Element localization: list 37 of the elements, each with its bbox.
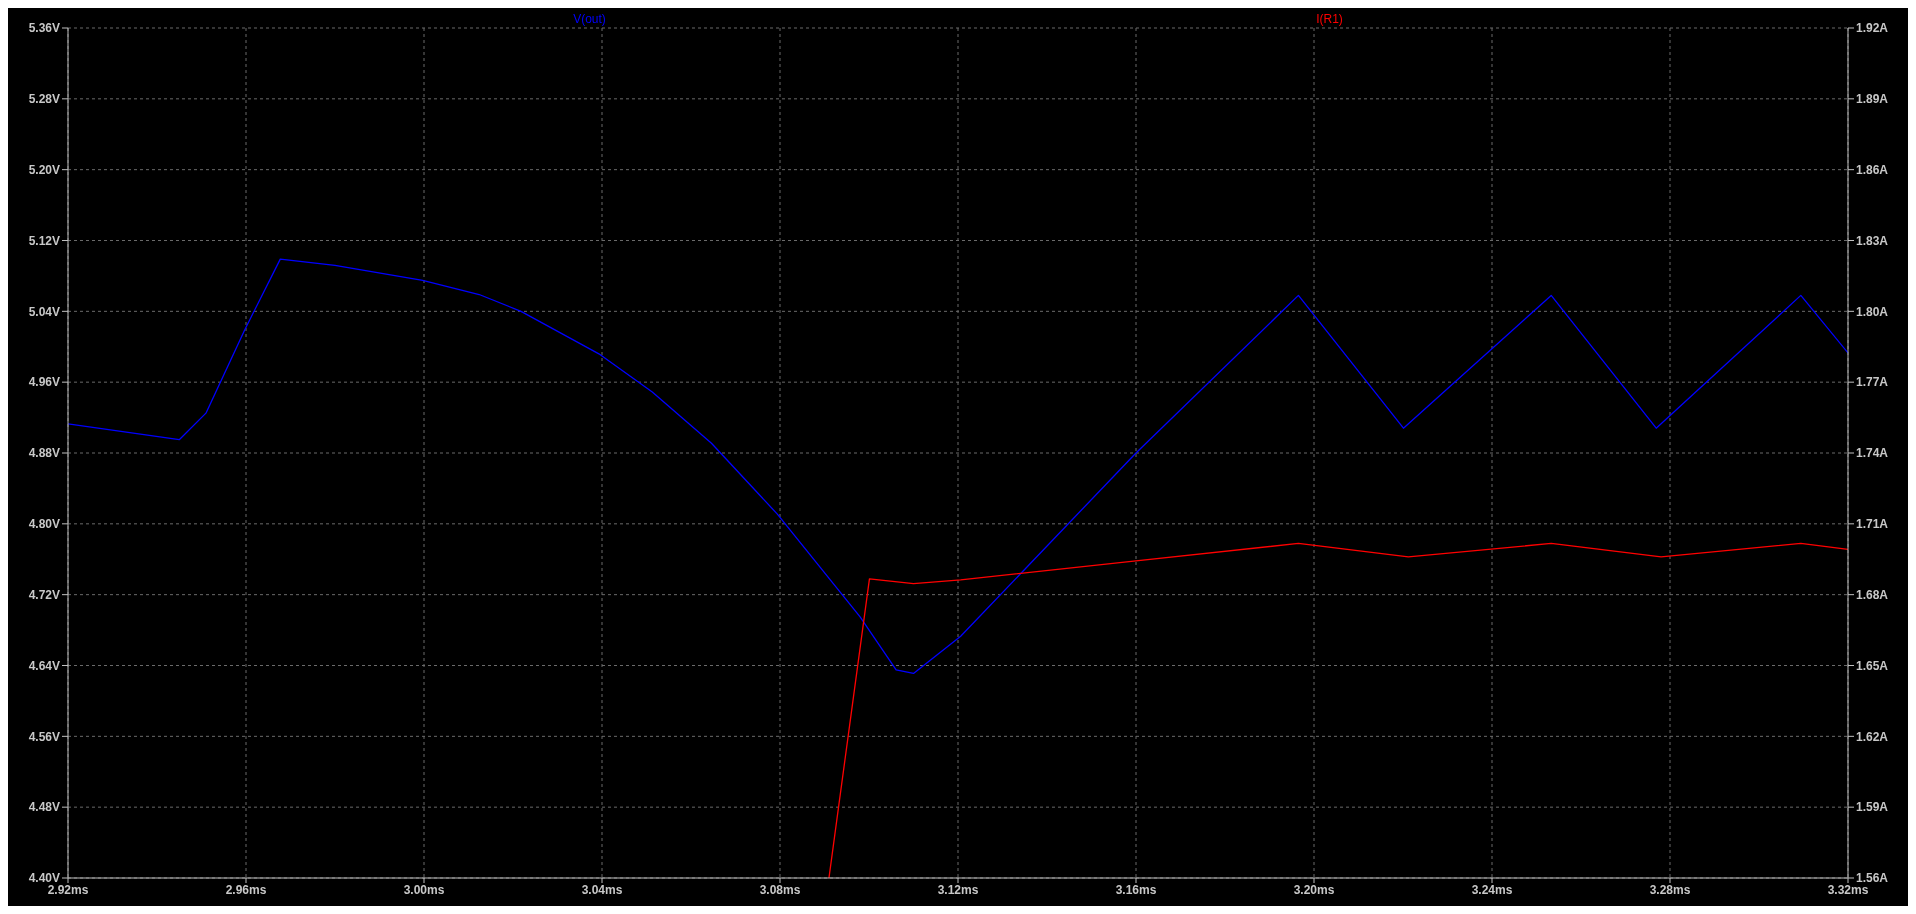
y2-tick-label: 1.89A [1856, 92, 1889, 107]
x-tick-label: 3.16ms [1115, 882, 1157, 897]
y2-tick-label: 1.86A [1856, 162, 1889, 177]
y2-tick-label: 1.59A [1856, 800, 1889, 815]
line-series [68, 258, 1848, 675]
y2-tick-label: 1.71A [1856, 517, 1889, 532]
y2-tick-label: 1.80A [1856, 304, 1889, 319]
y-tick-label: 5.28V [28, 92, 60, 107]
y-tick-label: 4.72V [28, 587, 60, 602]
x-tick-label: 2.96ms [225, 882, 267, 897]
x-tick-label: 3.00ms [403, 882, 445, 897]
text: I(R1) [1316, 12, 1343, 28]
y-tick-label: 4.48V [28, 800, 60, 815]
x-tick-label: 3.04ms [581, 882, 623, 897]
y-tick-label: 4.80V [28, 517, 60, 532]
x-tick-label: 3.24ms [1471, 882, 1513, 897]
y2-tick-label: 1.68A [1856, 587, 1889, 602]
y-tick-label: 4.88V [28, 446, 60, 461]
x-tick-label: 3.08ms [759, 882, 801, 897]
y2-tick-label: 1.92A [1856, 21, 1889, 36]
y2-tick-label: 1.65A [1856, 658, 1889, 673]
y2-tick-label: 1.83A [1856, 233, 1889, 248]
y-tick-label: 5.20V [28, 162, 60, 177]
y-tick-label: 5.12V [28, 233, 60, 248]
y-tick-label: 5.04V [28, 304, 60, 319]
y-tick-label: 4.64V [28, 658, 60, 673]
x-tick-label: 3.12ms [937, 882, 979, 897]
text: V(out) [573, 12, 606, 28]
y2-tick-label: 1.74A [1856, 446, 1889, 461]
line-series [828, 542, 1848, 878]
x-tick-label: 3.20ms [1293, 882, 1335, 897]
y-tick-label: 4.96V [28, 375, 60, 390]
x-tick-label: 3.28ms [1649, 882, 1691, 897]
y2-tick-label: 1.62A [1856, 729, 1889, 744]
y-tick-label: 5.36V [28, 21, 60, 36]
y-tick-label: 4.56V [28, 729, 60, 744]
y2-tick-label: 1.77A [1856, 375, 1889, 390]
